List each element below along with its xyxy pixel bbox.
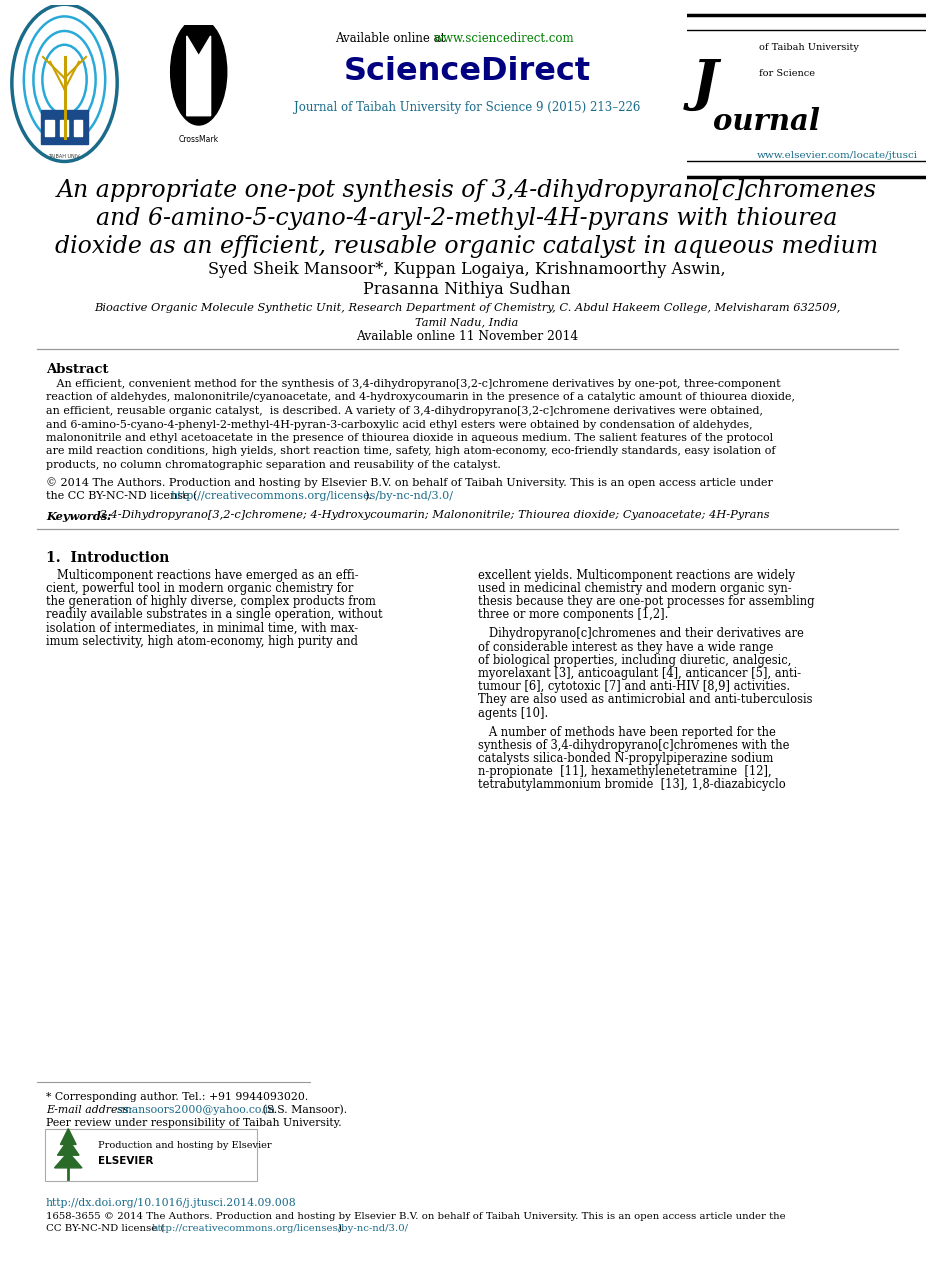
Bar [74, 120, 82, 137]
Text: Syed Sheik Mansoor*, Kuppan Logaiya, Krishnamoorthy Aswin,: Syed Sheik Mansoor*, Kuppan Logaiya, Kri… [209, 262, 726, 279]
Text: cient, powerful tool in modern organic chemistry for: cient, powerful tool in modern organic c… [46, 581, 353, 595]
Text: Prasanna Nithiya Sudhan: Prasanna Nithiya Sudhan [363, 281, 571, 298]
Text: * Corresponding author. Tel.: +91 9944093020.: * Corresponding author. Tel.: +91 994409… [46, 1093, 309, 1101]
Text: dioxide as an efficient, reusable organic catalyst in aqueous medium: dioxide as an efficient, reusable organi… [55, 234, 879, 257]
Text: www.elsevier.com/locate/jtusci: www.elsevier.com/locate/jtusci [757, 151, 918, 160]
Text: the CC BY-NC-ND license (: the CC BY-NC-ND license ( [46, 491, 197, 501]
Text: Production and hosting by Elsevier: Production and hosting by Elsevier [98, 1142, 272, 1151]
Text: CrossMark: CrossMark [179, 135, 219, 144]
Text: They are also used as antimicrobial and anti-tuberculosis: They are also used as antimicrobial and … [478, 694, 813, 706]
Text: E-mail address:: E-mail address: [46, 1105, 136, 1115]
Text: used in medicinal chemistry and modern organic syn-: used in medicinal chemistry and modern o… [478, 581, 792, 595]
Text: reaction of aldehydes, malononitrile/cyanoacetate, and 4-hydroxycoumarin in the : reaction of aldehydes, malononitrile/cya… [46, 392, 795, 403]
Text: readily available substrates in a single operation, without: readily available substrates in a single… [46, 608, 382, 622]
Circle shape [170, 19, 227, 125]
Text: http://dx.doi.org/10.1016/j.jtusci.2014.09.008: http://dx.doi.org/10.1016/j.jtusci.2014.… [46, 1198, 296, 1208]
Text: for Science: for Science [759, 70, 814, 78]
Bar [60, 120, 68, 137]
Text: Multicomponent reactions have emerged as an effi-: Multicomponent reactions have emerged as… [46, 568, 359, 581]
Text: excellent yields. Multicomponent reactions are widely: excellent yields. Multicomponent reactio… [478, 568, 795, 581]
Text: products, no column chromatographic separation and reusability of the catalyst.: products, no column chromatographic sepa… [46, 460, 501, 470]
Polygon shape [40, 110, 89, 144]
Text: http://creativecommons.org/licenses/by-nc-nd/3.0/: http://creativecommons.org/licenses/by-n… [152, 1224, 409, 1233]
Text: ELSEVIER: ELSEVIER [98, 1156, 153, 1166]
Text: isolation of intermediates, in minimal time, with max-: isolation of intermediates, in minimal t… [46, 622, 358, 634]
Text: Abstract: Abstract [46, 363, 108, 376]
Text: three or more components [1,2].: three or more components [1,2]. [478, 608, 669, 622]
Text: An appropriate one-pot synthesis of 3,4-dihydropyrano[c]chromenes: An appropriate one-pot synthesis of 3,4-… [57, 179, 877, 201]
Text: A number of methods have been reported for the: A number of methods have been reported f… [478, 725, 776, 738]
Text: (S.S. Mansoor).: (S.S. Mansoor). [259, 1105, 347, 1115]
Text: of biological properties, including diuretic, analgesic,: of biological properties, including diur… [478, 653, 791, 667]
Text: J: J [692, 57, 718, 113]
Text: n-propionate  [11], hexamethylenetetramine  [12],: n-propionate [11], hexamethylenetetramin… [478, 766, 771, 779]
Text: Keywords:: Keywords: [46, 510, 116, 522]
Text: smansoors2000@yahoo.co.in: smansoors2000@yahoo.co.in [116, 1105, 275, 1115]
Text: CC BY-NC-ND license (: CC BY-NC-ND license ( [46, 1224, 165, 1233]
Text: tetrabutylammonium bromide  [13], 1,8-diazabicyclo: tetrabutylammonium bromide [13], 1,8-dia… [478, 779, 785, 791]
Text: Dihydropyrano[c]chromenes and their derivatives are: Dihydropyrano[c]chromenes and their deri… [478, 627, 804, 641]
Text: Peer review under responsibility of Taibah University.: Peer review under responsibility of Taib… [46, 1118, 341, 1128]
Text: thesis because they are one-pot processes for assembling: thesis because they are one-pot processe… [478, 595, 814, 608]
Text: ournal: ournal [713, 108, 820, 137]
Text: the generation of highly diverse, complex products from: the generation of highly diverse, comple… [46, 595, 376, 608]
Text: 1658-3655 © 2014 The Authors. Production and hosting by Elsevier B.V. on behalf : 1658-3655 © 2014 The Authors. Production… [46, 1212, 785, 1220]
Text: synthesis of 3,4-dihydropyrano[c]chromenes with the: synthesis of 3,4-dihydropyrano[c]chromen… [478, 739, 789, 752]
Text: myorelaxant [3], anticoagulant [4], anticancer [5], anti-: myorelaxant [3], anticoagulant [4], anti… [478, 667, 801, 680]
Text: An efficient, convenient method for the synthesis of 3,4-dihydropyrano[3,2-c]chr: An efficient, convenient method for the … [46, 379, 781, 389]
Text: of Taibah University: of Taibah University [759, 43, 858, 52]
Polygon shape [61, 1129, 76, 1144]
Text: and 6-amino-5-cyano-4-aryl-2-methyl-4H-pyrans with thiourea: and 6-amino-5-cyano-4-aryl-2-methyl-4H-p… [96, 206, 838, 229]
Text: Available online at: Available online at [335, 32, 449, 44]
Polygon shape [54, 1152, 82, 1167]
Text: ).: ). [364, 491, 372, 501]
Text: agents [10].: agents [10]. [478, 706, 548, 719]
Polygon shape [187, 35, 210, 115]
Text: Available online 11 November 2014: Available online 11 November 2014 [356, 329, 578, 343]
Text: Journal of Taibah University for Science 9 (2015) 213–226: Journal of Taibah University for Science… [294, 101, 640, 114]
Text: www.sciencedirect.com: www.sciencedirect.com [434, 32, 575, 44]
Polygon shape [57, 1139, 79, 1155]
Text: http://creativecommons.org/licenses/by-nc-nd/3.0/: http://creativecommons.org/licenses/by-n… [171, 491, 454, 501]
Text: imum selectivity, high atom-economy, high purity and: imum selectivity, high atom-economy, hig… [46, 634, 358, 647]
Text: 3,4-Dihydropyrano[3,2-c]chromene; 4-Hydroxycoumarin; Malononitrile; Thiourea dio: 3,4-Dihydropyrano[3,2-c]chromene; 4-Hydr… [96, 510, 770, 520]
Text: malononitrile and ethyl acetoacetate in the presence of thiourea dioxide in aque: malononitrile and ethyl acetoacetate in … [46, 433, 773, 443]
Text: © 2014 The Authors. Production and hosting by Elsevier B.V. on behalf of Taibah : © 2014 The Authors. Production and hosti… [46, 477, 773, 489]
FancyBboxPatch shape [45, 1129, 257, 1181]
Bar [46, 120, 53, 137]
Text: Bioactive Organic Molecule Synthetic Unit, Research Department of Chemistry, C. : Bioactive Organic Molecule Synthetic Uni… [94, 303, 841, 313]
Text: ScienceDirect: ScienceDirect [343, 57, 591, 87]
Text: are mild reaction conditions, high yields, short reaction time, safety, high ato: are mild reaction conditions, high yield… [46, 447, 775, 457]
Text: and 6-amino-5-cyano-4-phenyl-2-methyl-4H-pyran-3-carboxylic acid ethyl esters we: and 6-amino-5-cyano-4-phenyl-2-methyl-4H… [46, 419, 753, 429]
Text: of considerable interest as they have a wide range: of considerable interest as they have a … [478, 641, 773, 653]
Text: 1.  Introduction: 1. Introduction [46, 551, 169, 565]
Text: Tamil Nadu, India: Tamil Nadu, India [415, 316, 519, 327]
Text: an efficient, reusable organic catalyst,  is described. A variety of 3,4-dihydro: an efficient, reusable organic catalyst,… [46, 406, 763, 417]
Text: tumour [6], cytotoxic [7] and anti-HIV [8,9] activities.: tumour [6], cytotoxic [7] and anti-HIV [… [478, 680, 790, 693]
Text: TAIBAH UNIV.: TAIBAH UNIV. [49, 154, 80, 160]
Text: catalysts silica-bonded N-propylpiperazine sodium: catalysts silica-bonded N-propylpiperazi… [478, 752, 773, 765]
Text: ).: ). [337, 1224, 344, 1233]
